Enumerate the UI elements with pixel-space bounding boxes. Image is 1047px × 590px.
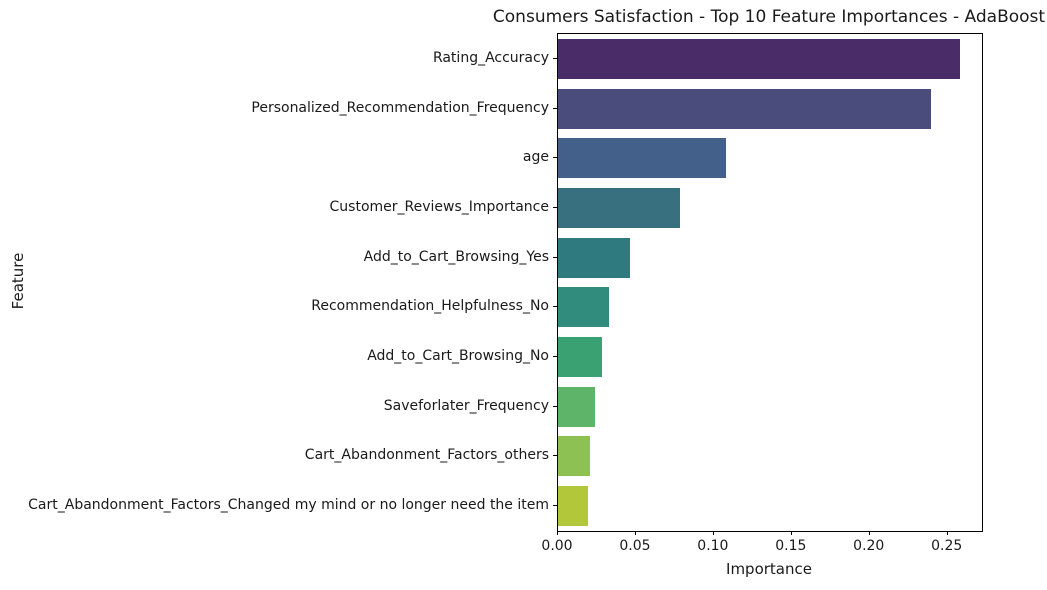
y-tick-label-6: Add_to_Cart_Browsing_No xyxy=(367,348,549,365)
x-tick-label-4: 0.20 xyxy=(853,538,885,554)
bar-9 xyxy=(558,486,588,527)
y-tick-mark-7 xyxy=(553,405,557,407)
x-tick-mark-4 xyxy=(868,531,870,535)
y-tick-label-1: Personalized_Recommendation_Frequency xyxy=(251,99,549,116)
y-tick-mark-2 xyxy=(553,157,557,159)
x-tick-mark-5 xyxy=(946,531,948,535)
x-tick-label-0: 0.00 xyxy=(541,538,573,554)
y-tick-label-2: age xyxy=(522,149,549,166)
x-axis-label: Importance xyxy=(726,560,812,578)
y-tick-label-5: Recommendation_Helpfulness_No xyxy=(311,298,549,315)
bar-7 xyxy=(558,386,596,427)
x-tick-label-3: 0.15 xyxy=(775,538,807,554)
x-tick-label-5: 0.25 xyxy=(931,538,963,554)
x-tick-label-1: 0.05 xyxy=(619,538,651,554)
y-tick-mark-4 xyxy=(553,256,557,258)
y-tick-label-7: Saveforlater_Frequency xyxy=(383,397,549,414)
y-tick-mark-6 xyxy=(553,356,557,358)
bar-4 xyxy=(558,237,630,278)
y-tick-mark-1 xyxy=(553,107,557,109)
bar-3 xyxy=(558,187,680,228)
y-tick-mark-8 xyxy=(553,455,557,457)
bar-5 xyxy=(558,287,610,328)
y-tick-label-8: Cart_Abandonment_Factors_others xyxy=(304,447,549,464)
y-tick-mark-5 xyxy=(553,306,557,308)
bar-2 xyxy=(558,138,727,179)
x-tick-mark-2 xyxy=(712,531,714,535)
y-tick-label-4: Add_to_Cart_Browsing_Yes xyxy=(363,248,549,265)
y-tick-label-0: Rating_Accuracy xyxy=(432,49,549,66)
y-tick-mark-9 xyxy=(553,505,557,507)
bar-0 xyxy=(558,38,961,79)
y-tick-label-3: Customer_Reviews_Importance xyxy=(329,198,549,215)
x-tick-label-2: 0.10 xyxy=(697,538,729,554)
bar-1 xyxy=(558,88,931,129)
x-tick-mark-0 xyxy=(557,531,558,535)
x-tick-mark-3 xyxy=(790,531,792,535)
bar-6 xyxy=(558,337,602,378)
y-tick-mark-3 xyxy=(553,206,557,208)
y-tick-label-9: Cart_Abandonment_Factors_Changed my mind… xyxy=(28,497,549,514)
plot-area xyxy=(557,33,983,532)
chart-title: Consumers Satisfaction - Top 10 Feature … xyxy=(492,7,1046,27)
x-tick-mark-1 xyxy=(634,531,636,535)
y-tick-mark-0 xyxy=(553,57,557,59)
bar-8 xyxy=(558,436,590,477)
